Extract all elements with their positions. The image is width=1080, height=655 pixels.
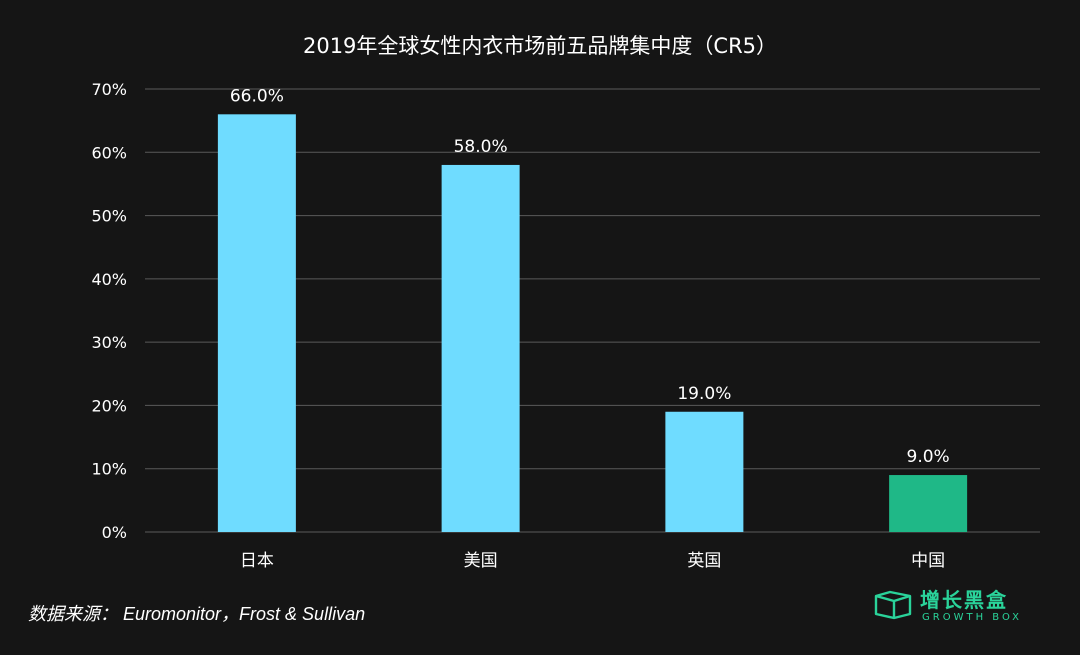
brand-name: 增长黑盒: [920, 588, 1008, 612]
data-source-note: 数据来源： Euromonitor，Frost & Sullivan: [28, 604, 366, 624]
data-label: 66.0%: [230, 86, 284, 106]
y-axis-ticks: 0% 10% 20% 30% 40% 50% 60% 70%: [91, 80, 127, 542]
bar: [665, 411, 744, 532]
y-tick-label: 10%: [91, 460, 127, 479]
category-label: 英国: [687, 551, 721, 571]
y-tick-label: 50%: [91, 207, 127, 226]
data-labels: 66.0% 58.0% 19.0% 9.0%: [230, 86, 950, 467]
category-label: 中国: [911, 551, 945, 571]
bar: [217, 114, 296, 533]
y-tick-label: 60%: [91, 143, 127, 162]
y-tick-label: 70%: [91, 80, 127, 99]
brand-logo: 增长黑盒 GROWTH BOX: [872, 584, 1062, 632]
bar: [441, 164, 520, 532]
bars: [217, 114, 968, 533]
y-tick-label: 40%: [91, 270, 127, 289]
brand-subtitle: GROWTH BOX: [922, 612, 1023, 623]
data-label: 58.0%: [454, 137, 508, 157]
x-axis-categories: 日本 美国 英国 中国: [240, 551, 945, 571]
bar: [889, 475, 968, 532]
data-label: 19.0%: [677, 384, 731, 404]
data-label: 9.0%: [907, 447, 950, 467]
y-tick-label: 0%: [102, 523, 127, 542]
y-tick-label: 30%: [91, 333, 127, 352]
y-tick-label: 20%: [91, 396, 127, 415]
growth-box-logo-icon: [874, 590, 912, 620]
category-label: 美国: [464, 551, 498, 571]
chart-title: 2019年全球女性内衣市场前五品牌集中度（CR5）: [302, 34, 778, 58]
category-label: 日本: [240, 551, 274, 571]
